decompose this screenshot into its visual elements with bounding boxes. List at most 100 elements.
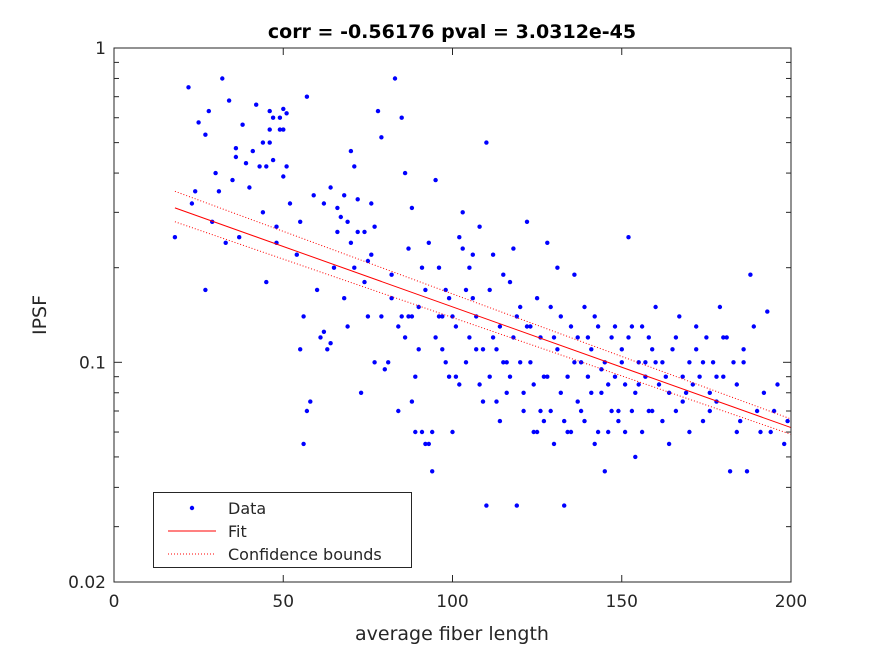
data-point — [281, 174, 286, 179]
y-axis-label: IPSF — [29, 295, 51, 335]
x-tick-label: 0 — [109, 592, 120, 612]
data-point — [521, 390, 526, 395]
data-point — [440, 347, 445, 352]
data-point — [264, 279, 269, 285]
data-point — [504, 360, 509, 365]
data-point — [362, 279, 367, 285]
data-point — [203, 132, 208, 137]
y-tick-label: 0.02 — [68, 573, 106, 593]
data-point — [484, 140, 489, 145]
data-point — [304, 408, 310, 414]
data-point — [226, 98, 232, 103]
data-point — [575, 335, 580, 340]
data-point — [382, 367, 387, 372]
data-point — [636, 382, 641, 387]
data-point — [352, 164, 357, 169]
data-point — [220, 76, 225, 81]
data-point — [223, 240, 228, 245]
data-point — [233, 146, 239, 151]
data-point — [528, 360, 533, 365]
data-point — [534, 429, 540, 435]
data-point — [643, 360, 648, 365]
data-point — [721, 374, 726, 379]
y-tick-label: 0.1 — [79, 353, 106, 373]
data-point — [765, 309, 770, 314]
data-point — [504, 390, 509, 395]
data-point — [480, 347, 486, 352]
data-point — [392, 76, 398, 81]
data-point — [328, 341, 333, 346]
data-point — [355, 197, 360, 202]
data-point — [497, 324, 503, 329]
data-point — [687, 429, 692, 435]
data-point — [622, 429, 628, 435]
data-point — [243, 161, 249, 166]
data-point — [379, 135, 384, 140]
data-point — [501, 360, 506, 365]
data-point — [663, 374, 668, 379]
data-point — [267, 140, 272, 145]
data-point — [406, 314, 411, 319]
data-point — [416, 304, 421, 310]
data-point — [507, 374, 513, 379]
data-point — [477, 382, 482, 387]
data-point — [656, 382, 662, 387]
data-point — [450, 429, 455, 435]
data-point — [362, 229, 367, 235]
data-point — [446, 296, 452, 301]
y-tick-label: 1 — [95, 39, 106, 59]
data-point — [257, 164, 262, 169]
data-point — [348, 240, 354, 245]
data-point — [606, 382, 611, 387]
data-point — [707, 408, 712, 414]
data-point — [284, 164, 289, 169]
data-point — [690, 382, 695, 387]
legend-item-data: Data — [154, 497, 411, 519]
data-point — [650, 347, 655, 352]
data-point — [592, 314, 597, 319]
data-point — [609, 335, 614, 340]
data-point — [419, 429, 425, 435]
data-point — [325, 347, 330, 352]
data-point — [436, 314, 442, 319]
data-point — [734, 429, 739, 435]
data-point — [298, 219, 303, 224]
data-point — [721, 335, 726, 340]
data-point — [460, 246, 465, 251]
x-tick-label: 50 — [272, 592, 294, 612]
data-point — [700, 360, 706, 365]
data-point — [734, 382, 739, 387]
data-point — [352, 265, 357, 270]
data-point — [494, 347, 499, 352]
data-point — [419, 265, 425, 270]
data-point — [331, 265, 337, 270]
data-point — [683, 390, 689, 395]
data-point — [247, 185, 252, 190]
data-point — [430, 469, 435, 474]
data-point — [680, 399, 685, 404]
data-point — [646, 408, 651, 414]
data-point — [321, 329, 327, 334]
data-point — [633, 390, 638, 395]
data-point — [358, 390, 364, 395]
data-point — [443, 360, 448, 365]
data-point — [599, 390, 604, 395]
data-point — [707, 390, 712, 395]
data-point — [582, 304, 587, 310]
data-point — [298, 347, 303, 352]
data-point — [758, 429, 763, 435]
data-point — [771, 408, 777, 414]
data-point — [281, 127, 286, 132]
data-point — [396, 408, 401, 414]
data-point — [595, 324, 601, 329]
data-point — [433, 335, 438, 340]
data-point — [585, 335, 591, 340]
data-point — [348, 148, 354, 154]
data-point — [186, 85, 191, 90]
data-point — [497, 418, 503, 424]
data-point — [487, 374, 492, 379]
data-point — [308, 399, 313, 404]
data-point — [724, 335, 729, 340]
data-point — [653, 304, 658, 310]
